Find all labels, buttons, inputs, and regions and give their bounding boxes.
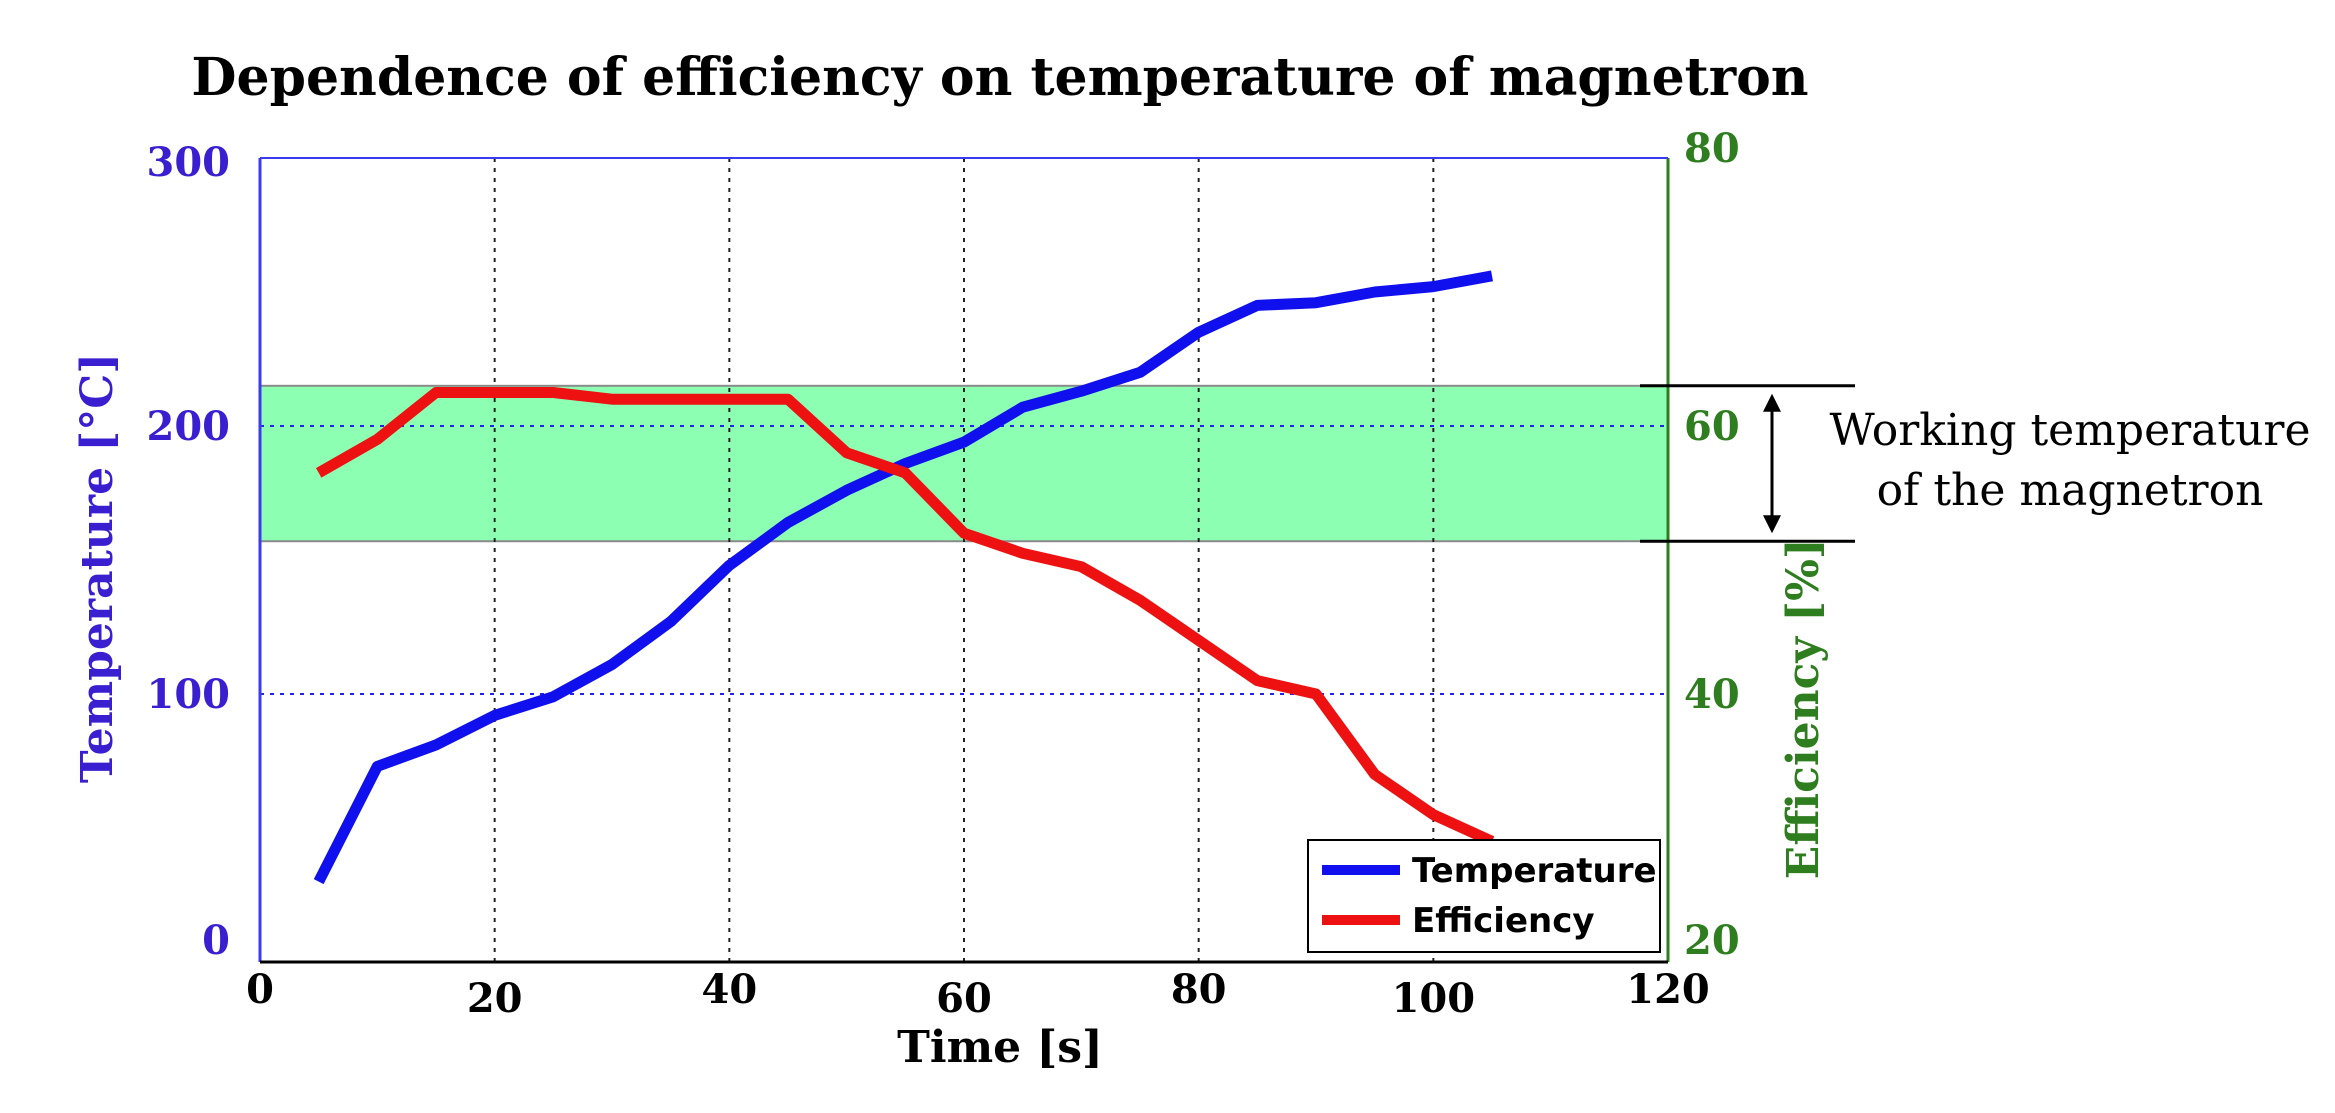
x-tick-label: 80	[1171, 966, 1227, 1013]
y-left-tick-label: 200	[147, 403, 231, 450]
y-left-tick-label: 0	[202, 917, 230, 964]
band-label-line2: of the magnetron	[1877, 465, 2264, 516]
series-line-efficiency	[315, 387, 1495, 847]
x-axis-label: Time [s]	[897, 1022, 1103, 1073]
y-right-tick-label: 20	[1684, 917, 1740, 964]
y-right-tick-label: 60	[1684, 403, 1740, 450]
x-tick-label: 40	[701, 966, 757, 1013]
x-tick-label: 20	[467, 975, 523, 1022]
y-right-tick-label: 40	[1684, 671, 1740, 718]
x-tick-label: 120	[1626, 966, 1710, 1013]
y-axis-left-label: Temperature [°C]	[72, 353, 123, 783]
series-layer	[313, 270, 1495, 885]
tick-labels: 0 20 40 60 80 100 120 0 100 200 300 20 40 60 80	[147, 125, 1740, 1022]
y-left-tick-label: 300	[147, 139, 231, 186]
legend-box	[1307, 839, 1661, 953]
band-label-line1: Working temperature	[1830, 405, 2311, 456]
legend-entry-temperature: Temperature	[1412, 851, 1657, 891]
band-arrow-head-up	[1763, 393, 1781, 412]
x-tick-label: 60	[936, 975, 992, 1022]
legend: Temperature Efficiency	[1307, 839, 1661, 953]
x-tick-label: 0	[246, 966, 274, 1013]
x-tick-label: 100	[1392, 975, 1476, 1022]
axes	[258, 157, 1670, 964]
y-right-tick-label: 80	[1684, 125, 1740, 172]
y-left-tick-label: 100	[147, 671, 231, 718]
chart-title: Dependence of efficiency on temperature …	[191, 47, 1808, 108]
band-arrow-head-down	[1763, 515, 1781, 534]
legend-entry-efficiency: Efficiency	[1412, 901, 1595, 941]
y-axis-right-label: Efficiency [%]	[1778, 538, 1829, 879]
series-line-temperature	[313, 270, 1493, 885]
working-band-annotation: Working temperature of the magnetron	[1640, 384, 2311, 543]
